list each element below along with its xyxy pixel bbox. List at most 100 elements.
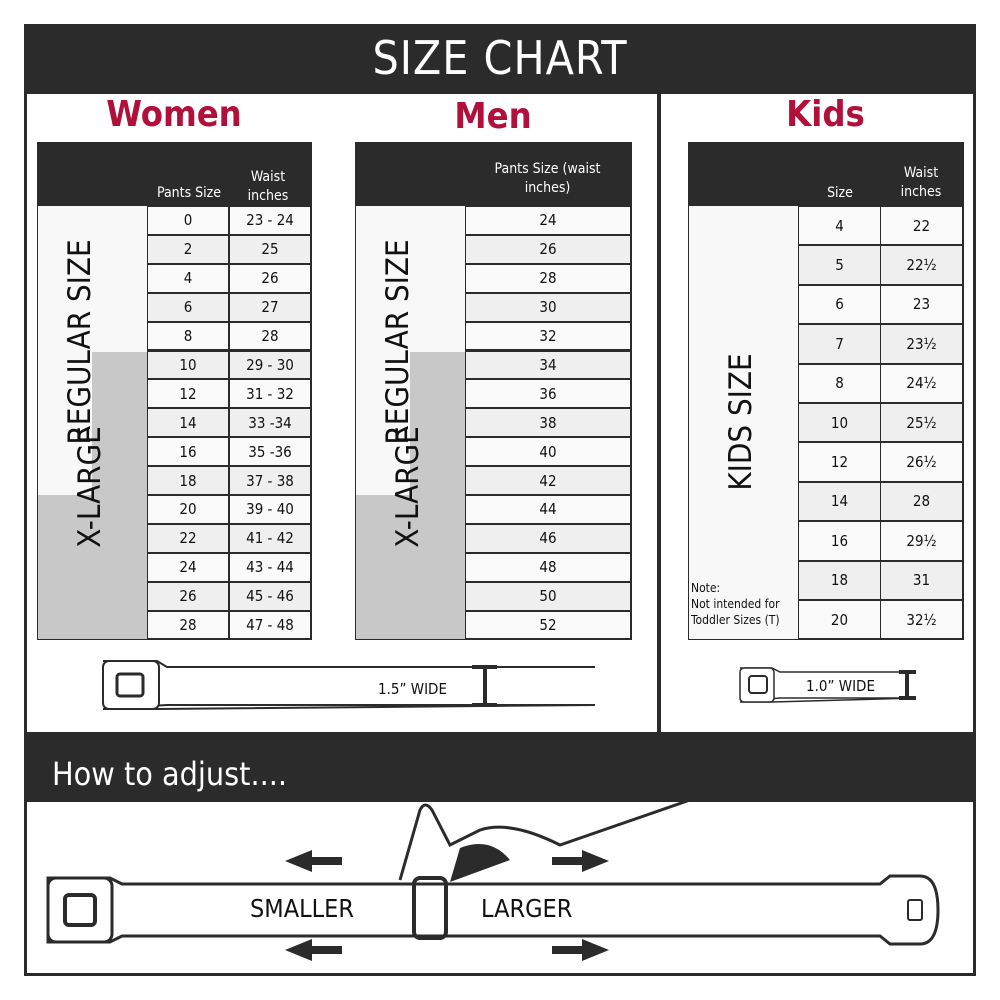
women-pants-size-cell: 10: [147, 350, 229, 380]
women-pants-size-cell: 26: [147, 581, 229, 611]
kids-note-title: Note:: [691, 581, 721, 595]
women-pants-size-cell: 4: [147, 263, 229, 293]
women-pants-size-cell: 24: [147, 552, 229, 582]
women-pants-size-cell: 6: [147, 292, 229, 322]
men-pants-size-cell: 34: [465, 350, 631, 380]
women-xlarge-label: X-LARGE: [72, 426, 108, 548]
men-pants-size-cell: 46: [465, 523, 631, 553]
kids-size-cell: 18: [798, 560, 881, 600]
kids-size-cell: 7: [798, 324, 881, 364]
men-pants-size-cell: 36: [465, 379, 631, 409]
slider-buckle: [412, 876, 448, 940]
kids-belt-illustration: [739, 667, 917, 703]
women-col-waist: Waist inches: [247, 169, 289, 204]
women-waist-cell: 28: [229, 321, 311, 351]
adjust-illustration: [46, 800, 940, 961]
kids-waist-cell: 23: [880, 284, 963, 325]
men-regular-region: [356, 206, 465, 352]
men-heading: Men: [454, 96, 532, 137]
women-pants-size-cell: 0: [147, 206, 229, 235]
kids-table: Size Waist inches KIDS SIZE Note: Not in…: [688, 142, 964, 640]
buckle-icon: [739, 667, 775, 703]
kids-waist-cell: 29½: [880, 521, 963, 561]
women-waist-cell: 45 - 46: [229, 581, 311, 611]
women-waist-cell: 26: [229, 263, 311, 293]
kids-belt-width: 1.0” WIDE: [806, 677, 875, 695]
men-pants-size-cell: 30: [465, 292, 631, 322]
kids-waist-cell: 26½: [880, 442, 963, 482]
kids-waist-cell: 32½: [880, 600, 963, 640]
kids-size-cell: 12: [798, 442, 881, 482]
kids-waist-cell: 31: [880, 560, 963, 600]
men-pants-size-cell: 26: [465, 234, 631, 264]
women-col-pants-size: Pants Size: [156, 185, 222, 201]
kids-note-text: Not intended for Toddler Sizes (T): [691, 597, 780, 627]
men-pants-size-cell: 48: [465, 552, 631, 582]
men-pants-size-cell: 28: [465, 263, 631, 293]
men-pants-size-cell: 24: [465, 206, 631, 235]
kids-waist-cell: 28: [880, 481, 963, 522]
women-waist-cell: 29 - 30: [229, 350, 311, 380]
kids-waist-cell: 23½: [880, 324, 963, 364]
larger-label: LARGER: [481, 894, 573, 923]
women-men-belt-illustration: [102, 660, 596, 710]
men-pants-size-cell: 50: [465, 581, 631, 611]
kids-size-cell: 20: [798, 600, 881, 640]
women-pants-size-cell: 28: [147, 610, 229, 640]
women-table: Pants Size Waist inches REGULAR SIZE X-L…: [37, 142, 312, 640]
men-pants-size-cell: 44: [465, 495, 631, 524]
kids-size-label: KIDS SIZE: [723, 353, 759, 491]
hand-icon: [398, 800, 691, 881]
men-col-pants-size: Pants Size (waist inches): [494, 161, 601, 196]
kids-size-cell: 5: [798, 245, 881, 285]
men-regular-region-lower: [356, 351, 410, 495]
kids-size-cell: 4: [798, 206, 881, 246]
women-pants-size-cell: 8: [147, 321, 229, 351]
women-pants-size-cell: 22: [147, 523, 229, 553]
women-waist-cell: 31 - 32: [229, 379, 311, 409]
arrow-left-icon: [285, 939, 342, 961]
women-pants-size-cell: 2: [147, 234, 229, 264]
women-pants-size-cell: 20: [147, 495, 229, 524]
kids-note: Note: Not intended for Toddler Sizes (T): [691, 580, 801, 628]
women-waist-cell: 47 - 48: [229, 610, 311, 640]
kids-col-size: Size: [827, 185, 853, 201]
buckle-icon: [46, 876, 114, 944]
kids-size-cell: 6: [798, 284, 881, 325]
women-waist-cell: 39 - 40: [229, 495, 311, 524]
arrow-right-icon: [552, 850, 609, 872]
kids-waist-cell: 22: [880, 206, 963, 246]
women-pants-size-cell: 16: [147, 437, 229, 467]
women-waist-cell: 43 - 44: [229, 552, 311, 582]
women-pants-size-cell: 18: [147, 466, 229, 495]
men-pants-size-cell: 32: [465, 321, 631, 351]
page-title: SIZE CHART: [24, 24, 976, 94]
women-regular-region-lower: [38, 351, 92, 495]
kids-heading: Kids: [786, 94, 865, 135]
divider: [657, 94, 661, 732]
kids-size-cell: 14: [798, 481, 881, 522]
women-waist-cell: 35 -36: [229, 437, 311, 467]
arrow-right-icon: [552, 939, 609, 961]
women-waist-cell: 25: [229, 234, 311, 264]
women-men-belt-width: 1.5” WIDE: [378, 680, 447, 698]
kids-size-cell: 8: [798, 363, 881, 403]
kids-col-waist: Waist inches: [900, 165, 942, 200]
women-pants-size-cell: 14: [147, 408, 229, 438]
kids-waist-cell: 22½: [880, 245, 963, 285]
kids-waist-cell: 25½: [880, 403, 963, 443]
arrow-left-icon: [285, 850, 342, 872]
kids-label-region: [689, 206, 798, 639]
women-waist-cell: 41 - 42: [229, 523, 311, 553]
men-pants-size-cell: 38: [465, 408, 631, 438]
men-table: Pants Size (waist inches) REGULAR SIZE X…: [355, 142, 632, 640]
buckle-icon: [102, 660, 160, 710]
smaller-label: SMALLER: [250, 894, 354, 923]
men-pants-size-cell: 42: [465, 466, 631, 495]
kids-waist-cell: 24½: [880, 363, 963, 403]
kids-size-cell: 16: [798, 521, 881, 561]
women-regular-region: [38, 206, 147, 352]
how-to-adjust-heading: How to adjust....: [24, 732, 976, 802]
belt-strap: [46, 874, 940, 946]
women-heading: Women: [106, 94, 242, 135]
